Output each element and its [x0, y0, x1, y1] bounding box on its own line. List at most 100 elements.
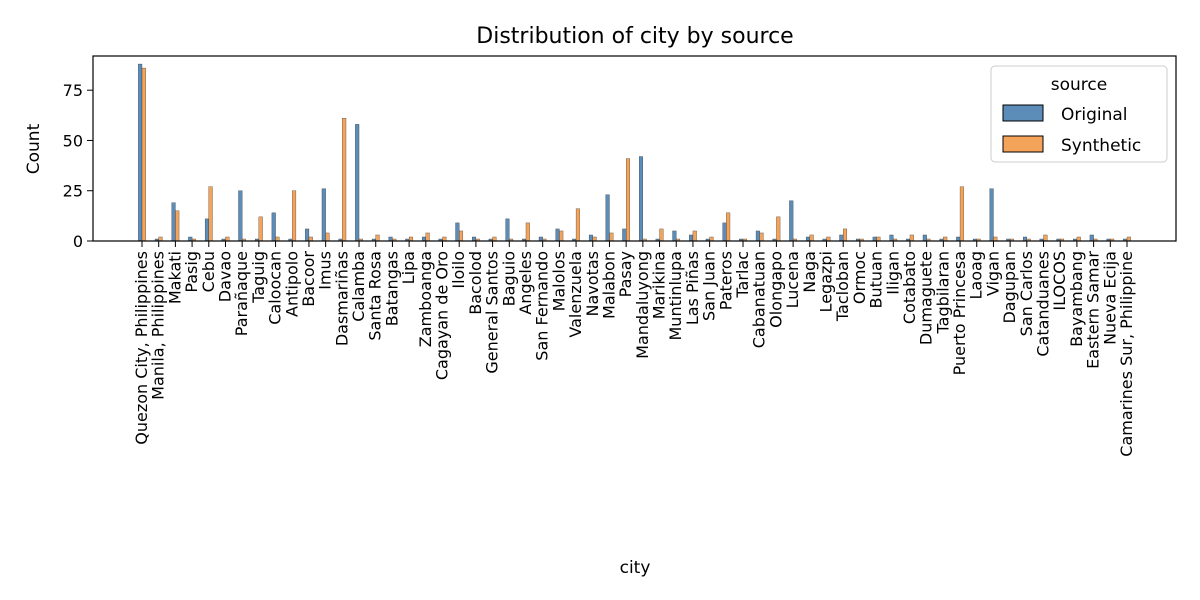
bar-original-57 — [1089, 234, 1094, 242]
x-tick-label: Tarlac — [733, 251, 752, 299]
x-tick-label: Naga — [800, 251, 819, 293]
x-tick-label: Tacloban — [833, 251, 852, 322]
bar-synthetic-7 — [258, 216, 263, 242]
bar-synthetic-5 — [225, 236, 230, 242]
bar-synthetic-42 — [843, 228, 848, 242]
bar-original-11 — [321, 188, 326, 242]
bar-synthetic-41 — [826, 236, 831, 242]
bar-synthetic-46 — [909, 234, 914, 242]
legend: source Original Synthetic — [990, 65, 1168, 163]
x-tick-label: San Carlos — [1017, 251, 1036, 336]
bar-original-19 — [455, 222, 460, 242]
x-tick-label: Bacoor — [299, 251, 318, 307]
bars-layer — [138, 63, 1131, 242]
x-tick-label: Malolos — [549, 251, 568, 311]
x-tick-label: Tagbilaran — [933, 251, 952, 334]
bar-original-28 — [605, 194, 610, 242]
x-axis-label: city — [620, 558, 651, 578]
x-tick-label: Santa Rosa — [366, 251, 385, 341]
x-tick-label: Iligan — [883, 251, 902, 295]
x-tick-label: Las Piñas — [683, 251, 702, 325]
bar-synthetic-28 — [609, 232, 614, 242]
x-tick-label: Parañaque — [232, 251, 251, 336]
x-tick-label: Taguig — [249, 251, 268, 304]
x-tick-label: Navotas — [583, 251, 602, 316]
x-tick-label: Cebu — [199, 251, 218, 292]
x-tick-label: Cabanatuan — [750, 251, 769, 348]
bar-synthetic-33 — [692, 230, 697, 242]
legend-label-synthetic: Synthetic — [1061, 136, 1141, 156]
bar-synthetic-38 — [776, 216, 781, 242]
bar-original-25 — [555, 228, 560, 242]
bar-original-47 — [922, 234, 927, 242]
x-tick-label: General Santos — [483, 251, 502, 374]
x-tick-label: Ormoc — [850, 251, 869, 304]
x-tick-label: Angeles — [516, 251, 535, 315]
x-tick-label: Eastern Samar — [1084, 251, 1103, 369]
bar-original-0 — [138, 63, 143, 242]
bar-synthetic-8 — [275, 236, 280, 242]
legend-swatch-synthetic — [1002, 135, 1044, 153]
bar-synthetic-0 — [141, 67, 146, 242]
bar-synthetic-2 — [175, 210, 180, 242]
bar-synthetic-31 — [659, 228, 664, 242]
x-tick-label: Lucena — [783, 251, 802, 308]
x-tick-label: Antipolo — [282, 251, 301, 317]
bar-synthetic-14 — [375, 234, 380, 242]
x-tick-label: Dagupan — [1000, 251, 1019, 324]
bar-original-4 — [204, 218, 209, 242]
y-axis: 0 25 50 75 — [63, 81, 93, 251]
chart-title: Distribution of city by source — [476, 24, 793, 49]
y-tick-label: 25 — [63, 182, 83, 201]
x-tick-label: ILOCOS — [1050, 251, 1069, 311]
x-tick-label: Calamba — [349, 251, 368, 322]
x-tick-label: Cotabato — [900, 251, 919, 324]
bar-original-24 — [538, 236, 543, 242]
bar-original-45 — [889, 234, 894, 242]
bar-original-40 — [805, 236, 810, 242]
x-tick-label: Pateros — [716, 251, 735, 310]
bar-original-33 — [689, 234, 694, 242]
bar-synthetic-25 — [559, 230, 564, 242]
x-tick-label: Laoag — [967, 251, 986, 299]
x-tick-label: Butuan — [867, 251, 886, 308]
x-tick-label: San Fernando — [533, 251, 552, 361]
x-tick-label: Davao — [215, 251, 234, 302]
x-tick-label: Valenzuela — [566, 251, 585, 338]
x-tick-label: Manila, Philippines — [149, 251, 168, 400]
bar-original-8 — [271, 212, 276, 242]
bar-original-37 — [755, 230, 760, 242]
x-tick-label: San Juan — [700, 251, 719, 321]
x-tick-label: Imus — [316, 251, 335, 290]
bar-synthetic-35 — [726, 212, 731, 242]
x-tick-label: Batangas — [382, 251, 401, 326]
bar-original-53 — [1023, 236, 1027, 242]
x-tick-label: Caloocan — [266, 251, 285, 325]
bar-synthetic-16 — [408, 236, 413, 242]
bar-synthetic-34 — [709, 236, 714, 242]
x-tick-label: Muntinlupa — [666, 251, 685, 341]
legend-swatch-original — [1002, 104, 1044, 122]
bar-original-29 — [622, 228, 627, 242]
x-tick-label: Bayambang — [1067, 251, 1086, 347]
bar-original-39 — [789, 200, 794, 242]
bar-synthetic-9 — [292, 190, 297, 242]
bar-original-2 — [171, 202, 176, 242]
bar-synthetic-51 — [993, 236, 998, 242]
legend-title: source — [1051, 75, 1107, 95]
bar-original-17 — [421, 236, 426, 242]
x-tick-label: Dumaguete — [917, 251, 936, 345]
bar-original-15 — [388, 236, 393, 242]
x-tick-label: Quezon City, Philippines — [132, 251, 151, 445]
x-tick-label: Nueva Ecija — [1100, 251, 1119, 345]
bar-synthetic-18 — [442, 236, 447, 242]
bar-original-42 — [839, 234, 844, 242]
x-tick-label: Vigan — [983, 251, 1002, 296]
x-tick-label: Bacolod — [466, 251, 485, 315]
x-tick-label: Mandaluyong — [633, 251, 652, 359]
bar-original-30 — [639, 156, 643, 242]
bar-synthetic-12 — [342, 118, 347, 242]
bar-original-13 — [355, 124, 360, 242]
bar-synthetic-56 — [1076, 236, 1081, 242]
